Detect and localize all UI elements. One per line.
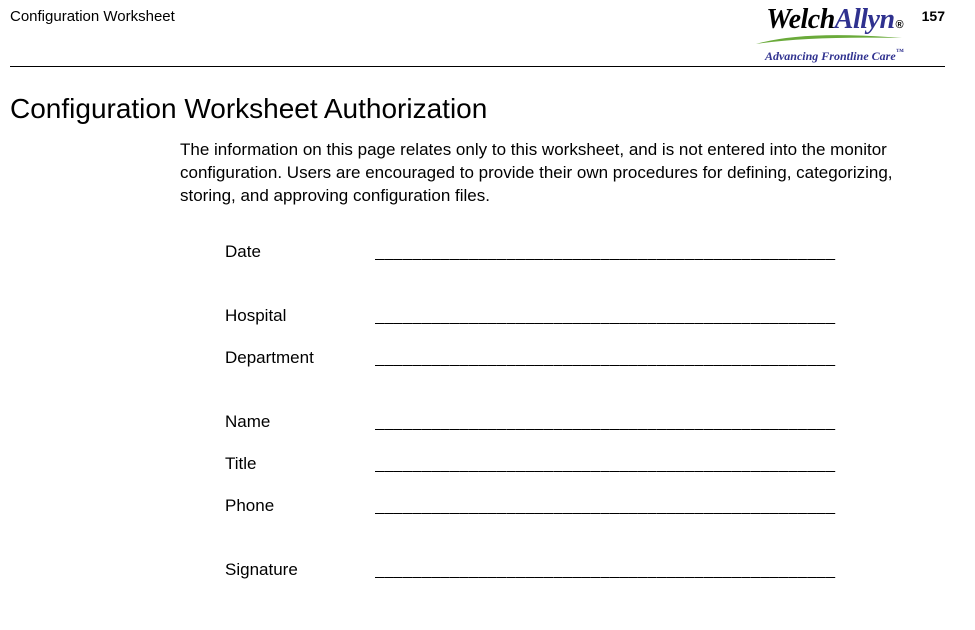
line-phone: ________________________________________… [375, 498, 875, 516]
label-department: Department [225, 348, 375, 368]
authorization-form: Date ___________________________________… [225, 242, 945, 602]
intro-paragraph: The information on this page relates onl… [180, 139, 920, 208]
field-row-date: Date ___________________________________… [225, 242, 945, 284]
line-hospital: ________________________________________… [375, 308, 875, 326]
label-title: Title [225, 454, 375, 474]
header-rule [10, 66, 945, 67]
page-root: Configuration Worksheet Welch Allyn ® Ad… [0, 0, 975, 630]
section-title: Configuration Worksheet Authorization [10, 93, 945, 125]
label-hospital: Hospital [225, 306, 375, 326]
logo-text-welch: Welch [766, 6, 835, 34]
field-row-signature: Signature ______________________________… [225, 560, 945, 602]
label-name: Name [225, 412, 375, 432]
line-date: ________________________________________… [375, 244, 875, 262]
field-row-department: Department _____________________________… [225, 348, 945, 390]
label-date: Date [225, 242, 375, 262]
registered-mark: ® [896, 20, 904, 31]
line-signature: ________________________________________… [375, 562, 875, 580]
brand-logo: Welch Allyn ® Advancing Frontline Care™ [754, 6, 904, 64]
label-signature: Signature [225, 560, 375, 580]
page-number: 157 [922, 6, 945, 24]
header-right: Welch Allyn ® Advancing Frontline Care™ … [754, 6, 945, 64]
running-header-title: Configuration Worksheet [10, 6, 175, 25]
field-row-hospital: Hospital _______________________________… [225, 306, 945, 348]
logo-tagline: Advancing Frontline Care™ [765, 48, 904, 64]
line-department: ________________________________________… [375, 350, 875, 368]
field-row-title: Title __________________________________… [225, 454, 945, 496]
header-row: Configuration Worksheet Welch Allyn ® Ad… [10, 6, 945, 64]
brand-wordmark: Welch Allyn ® [766, 6, 903, 34]
line-name: ________________________________________… [375, 414, 875, 432]
trademark-mark: ™ [896, 47, 904, 56]
tagline-text: Advancing Frontline Care [765, 49, 896, 63]
logo-text-allyn: Allyn [835, 6, 895, 34]
logo-swoosh-icon [754, 34, 904, 48]
label-phone: Phone [225, 496, 375, 516]
field-row-phone: Phone __________________________________… [225, 496, 945, 538]
line-title: ________________________________________… [375, 456, 875, 474]
field-row-name: Name ___________________________________… [225, 412, 945, 454]
